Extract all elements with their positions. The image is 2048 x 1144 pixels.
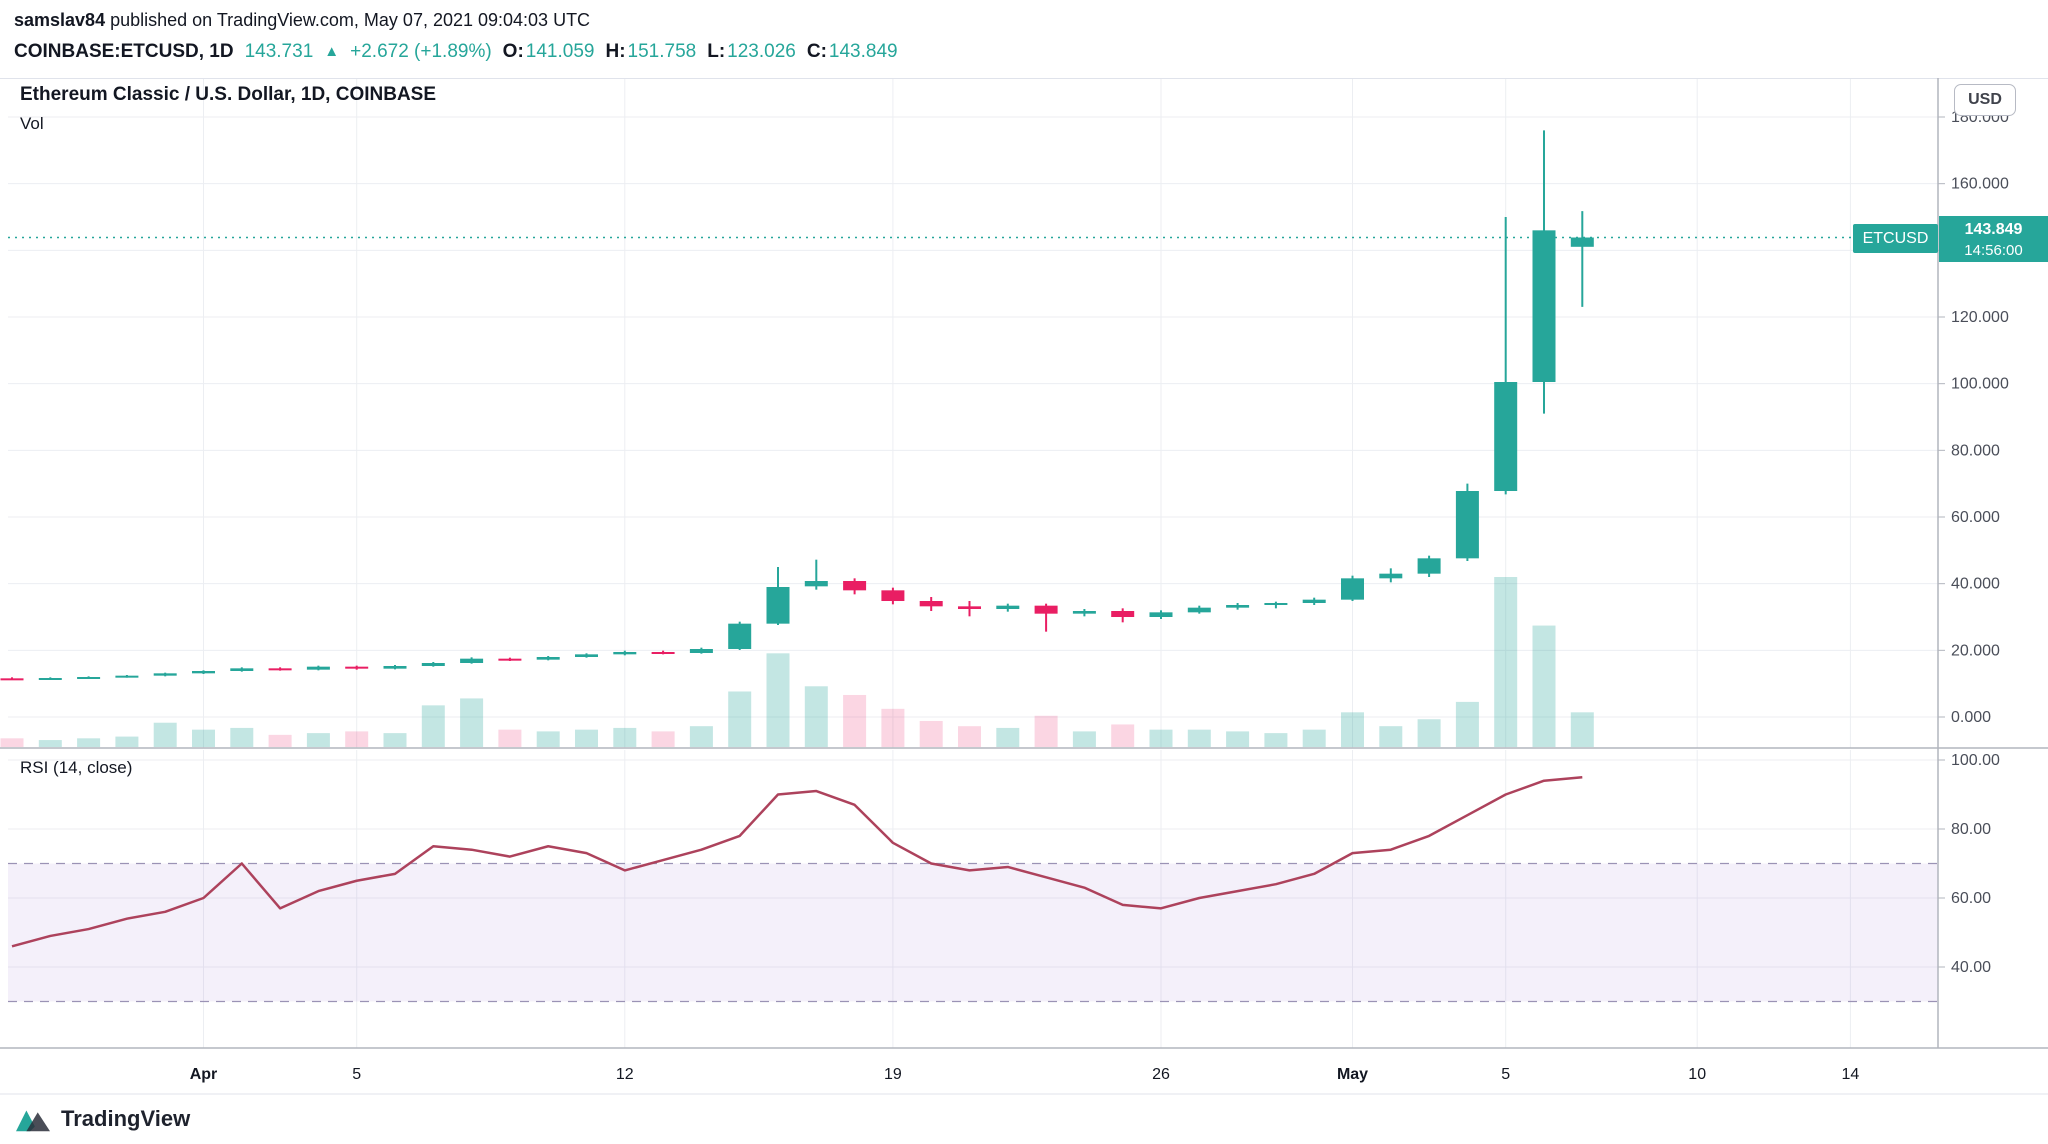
badge-price: 143.849	[1964, 221, 2023, 238]
svg-text:Apr: Apr	[190, 1066, 218, 1083]
badge-countdown: 14:56:00	[1964, 242, 2023, 259]
svg-text:14: 14	[1842, 1066, 1860, 1083]
close-value: 143.849	[828, 41, 898, 62]
svg-text:19: 19	[884, 1066, 902, 1083]
frame	[0, 78, 2048, 1095]
tradingview-logo[interactable]: TradingView	[14, 1102, 190, 1136]
svg-text:80.00: 80.00	[1951, 821, 1991, 838]
tradingview-logo-icon	[16, 1110, 50, 1132]
open-label: O:	[502, 41, 524, 62]
candlestick-series	[0, 130, 1594, 681]
publish-info: samslav84 published on TradingView.com, …	[14, 8, 898, 32]
low-pair: L: 123.026	[707, 39, 796, 64]
time-axis-labels: Apr 5 12 19 26 May 5 10 14	[190, 1066, 1860, 1083]
high-value: 151.758	[627, 41, 697, 62]
pane-legend-rsi: RSI (14, close)	[20, 758, 133, 777]
chart-area[interactable]: 180.000160.000140.000120.000100.00080.00…	[0, 78, 2048, 1096]
up-arrow-icon: ▲	[324, 43, 340, 60]
open-pair: O: 141.059	[503, 39, 595, 64]
svg-text:100.00: 100.00	[1951, 752, 2000, 769]
rsi-line	[11, 776, 1583, 948]
svg-text:60.00: 60.00	[1951, 890, 1991, 907]
publish-text: published on TradingView.com, May 07, 20…	[105, 10, 591, 30]
svg-text:0.000: 0.000	[1951, 709, 1991, 726]
svg-text:80.000: 80.000	[1951, 442, 2000, 459]
high-pair: H: 151.758	[605, 39, 696, 64]
high-label: H:	[605, 41, 626, 62]
rsi-band	[8, 862, 1938, 1003]
symbol-name: COINBASE:ETCUSD, 1D	[14, 41, 234, 62]
symbol-tag: ETCUSD	[1853, 224, 1938, 253]
svg-text:10: 10	[1688, 1066, 1706, 1083]
snapshot-header: samslav84 published on TradingView.com, …	[14, 8, 898, 65]
svg-text:120.000: 120.000	[1951, 309, 2009, 326]
quote-row: COINBASE:ETCUSD, 1D 143.731 ▲ +2.672 (+1…	[14, 39, 898, 65]
price-change: +2.672 (+1.89%)	[350, 41, 492, 62]
last-trade-price: 143.731	[244, 41, 314, 62]
close-label: C:	[806, 41, 827, 62]
last-price-badge: 143.849 14:56:00	[1939, 216, 2048, 262]
svg-text:26: 26	[1152, 1066, 1170, 1083]
brand-name: TradingView	[61, 1106, 191, 1131]
currency-toggle-button[interactable]: USD	[1954, 84, 2016, 116]
svg-text:160.000: 160.000	[1951, 176, 2009, 193]
volume-series	[0, 577, 1594, 747]
pane-legend-main: Ethereum Classic / U.S. Dollar, 1D, COIN…	[20, 84, 437, 105]
low-label: L:	[707, 41, 726, 62]
close-pair: C: 143.849	[807, 39, 898, 64]
svg-text:5: 5	[352, 1066, 361, 1083]
svg-text:5: 5	[1501, 1066, 1510, 1083]
pane-legend-volume: Vol	[20, 114, 44, 133]
svg-text:20.000: 20.000	[1951, 642, 2000, 659]
svg-text:40.000: 40.000	[1951, 576, 2000, 593]
open-value: 141.059	[525, 41, 595, 62]
gridlines	[8, 78, 1938, 1048]
svg-text:60.000: 60.000	[1951, 509, 2000, 526]
svg-text:40.00: 40.00	[1951, 959, 1991, 976]
svg-text:May: May	[1337, 1066, 1368, 1083]
svg-text:100.000: 100.000	[1951, 376, 2009, 393]
username-link[interactable]: samslav84	[14, 10, 106, 30]
chart-canvas[interactable]: 180.000160.000140.000120.000100.00080.00…	[0, 78, 2048, 1096]
svg-text:12: 12	[616, 1066, 634, 1083]
low-value: 123.026	[727, 41, 796, 62]
